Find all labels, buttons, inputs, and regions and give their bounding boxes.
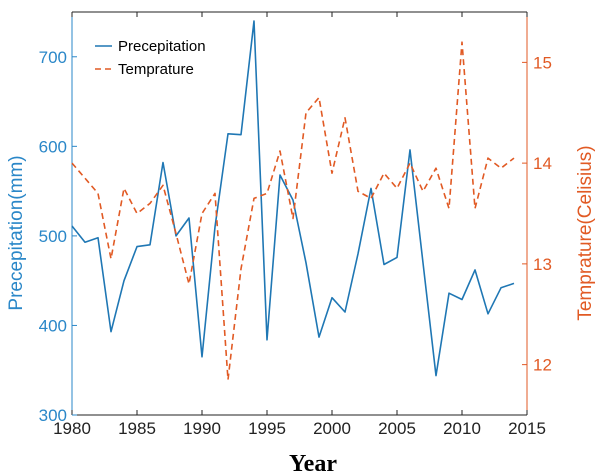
y-tick-label-right: 12	[533, 356, 552, 375]
series-line-temprature	[71, 41, 515, 381]
x-tick-label: 1980	[53, 419, 91, 438]
y-tick-label-left: 600	[39, 137, 67, 156]
x-axis-label: Year	[289, 451, 337, 476]
y-tick-label-left: 400	[39, 316, 67, 335]
y-axis-label-right: Temprature(Celisius)	[575, 145, 596, 320]
x-tick-label: 2015	[508, 419, 546, 438]
x-tick-label: 1990	[183, 419, 221, 438]
series-layer	[71, 20, 515, 381]
axes-layer: 1980 1985 1990 1995 2000 2005 2010 2015 300 400 50…	[39, 11, 552, 438]
y-tick-label-right: 14	[533, 154, 552, 173]
x-tick-label: 2010	[443, 419, 481, 438]
legend: Precepitation Temprature	[95, 38, 206, 78]
x-tick-label: 1985	[118, 419, 156, 438]
y-axis-label-left: Precepitation(mm)	[6, 155, 27, 310]
y-tick-label-left: 700	[39, 48, 67, 67]
series-line-precepitation	[71, 20, 515, 377]
y-tick-label-right: 15	[533, 53, 552, 72]
y-tick-label-left: 500	[39, 227, 67, 246]
x-tick-label: 2000	[313, 419, 351, 438]
legend-label-temprature: Temprature	[118, 61, 194, 78]
y-tick-label-right: 13	[533, 255, 552, 274]
x-tick-label: 1995	[248, 419, 286, 438]
x-tick-label: 2005	[378, 419, 416, 438]
y-tick-label-left: 300	[39, 406, 67, 425]
legend-label-precepitation: Precepitation	[118, 38, 206, 55]
